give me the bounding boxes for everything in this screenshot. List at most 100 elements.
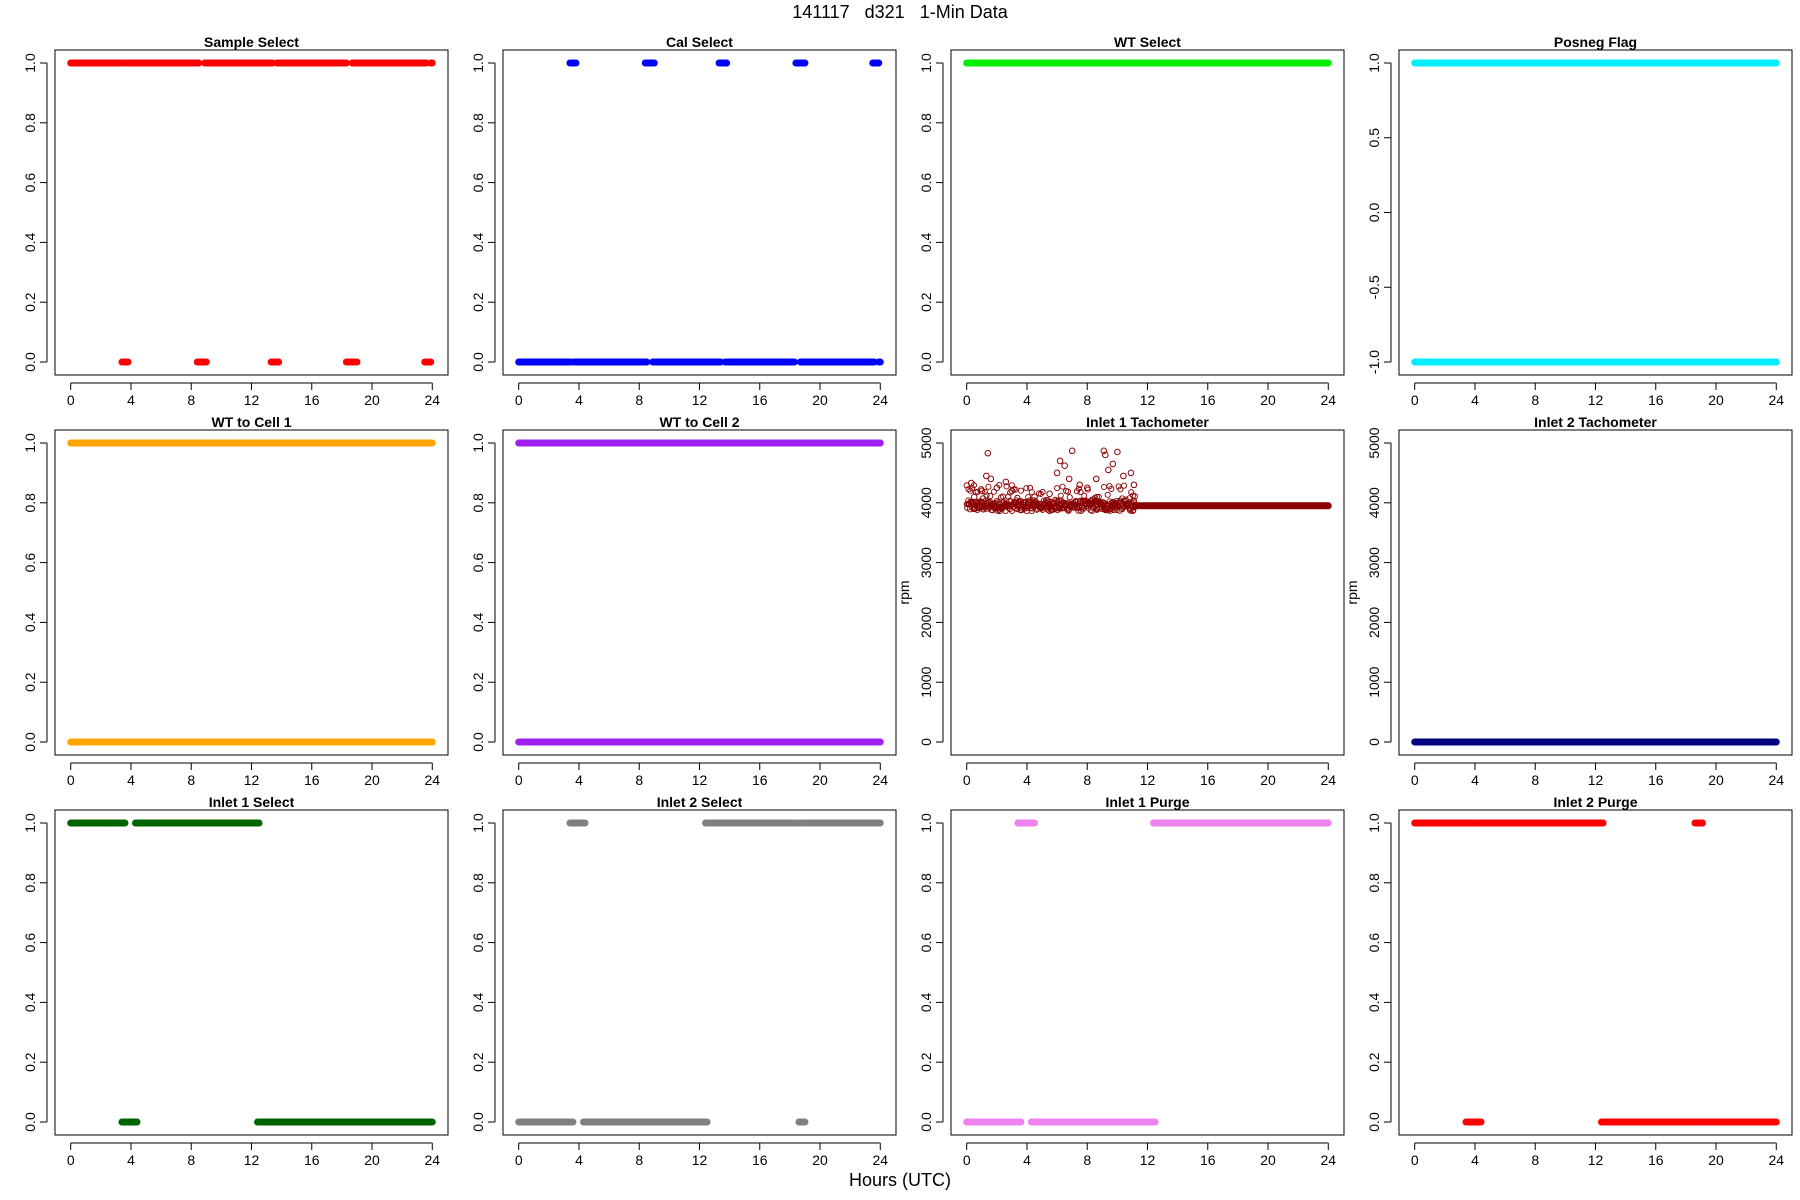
x-tick-label: 12	[1588, 772, 1604, 788]
y-tick-label: 0.4	[918, 992, 934, 1012]
plot-title: Inlet 1 Purge	[1105, 794, 1189, 810]
x-tick-label: 4	[127, 772, 135, 788]
plot-title: WT Select	[1114, 34, 1181, 50]
x-tick-label: 0	[67, 772, 75, 788]
panel-cal-select: Cal Select 0 4 8 12 16 20 24 0.0 0.2 0.4 0.6 0.8 1.0	[470, 34, 897, 408]
plot-title: Inlet 2 Purge	[1553, 794, 1637, 810]
data-point-spike	[1065, 475, 1073, 483]
panel-inlet-2-purge: Inlet 2 Purge 0 4 8 12 16 20 24 0.0 0.2 0.4 0.6 0.8 1…	[1366, 794, 1793, 1168]
x-tick-label: 20	[1708, 1152, 1724, 1168]
x-tick-label: 16	[1648, 392, 1664, 408]
y-tick-label: 1000	[1366, 666, 1382, 697]
y-tick-label: 0.0	[470, 732, 486, 752]
x-tick-label: 16	[752, 392, 768, 408]
y-tick-label: 5000	[1366, 427, 1382, 458]
x-tick-label: 4	[1471, 1152, 1479, 1168]
data-point-spike	[1120, 472, 1127, 480]
y-tick-label: 0.0	[22, 352, 38, 372]
plot-frame	[950, 429, 1345, 756]
plot-title: Inlet 1 Select	[209, 794, 295, 810]
data-point-spike	[1002, 478, 1010, 486]
data-point	[1124, 500, 1131, 507]
data-point	[994, 499, 1001, 506]
y-tick-label: 5000	[918, 427, 934, 458]
x-tick-label: 8	[187, 772, 195, 788]
y-axis-label: rpm	[1344, 580, 1360, 604]
y-tick-label: 0.5	[1366, 128, 1382, 148]
plot-frame	[1398, 429, 1793, 756]
y-tick-label: 0.2	[22, 1052, 38, 1072]
x-tick-label: 8	[635, 392, 643, 408]
data-point	[999, 493, 1006, 500]
data-point	[1095, 493, 1102, 500]
data-point	[1081, 492, 1088, 499]
x-tick-label: 24	[1320, 392, 1336, 408]
x-tick-label: 16	[1648, 772, 1664, 788]
y-tick-label: 2000	[1366, 607, 1382, 638]
y-tick-label: 0.8	[470, 873, 486, 893]
plot-frame	[54, 429, 449, 756]
data-point-spike	[984, 449, 992, 457]
plot-title: WT to Cell 1	[211, 414, 291, 430]
x-tick-label: 8	[1083, 772, 1091, 788]
y-tick-label: 3000	[918, 547, 934, 578]
x-tick-label: 4	[1471, 392, 1479, 408]
x-tick-label: 4	[575, 772, 583, 788]
data-point	[1075, 507, 1082, 514]
x-tick-label: 12	[692, 772, 708, 788]
plot-title: Cal Select	[666, 34, 733, 50]
data-point	[1120, 482, 1128, 489]
y-tick-label: 1.0	[22, 813, 38, 833]
x-tick-label: 16	[1648, 1152, 1664, 1168]
y-tick-label: 0.4	[22, 232, 38, 252]
data-point	[1070, 499, 1077, 506]
data-point	[1026, 497, 1033, 504]
y-tick-label: 0.6	[22, 173, 38, 193]
x-tick-label: 12	[244, 1152, 260, 1168]
y-tick-label: 0.4	[22, 612, 38, 632]
y-tick-label: 0.0	[22, 732, 38, 752]
data-point	[1104, 491, 1111, 498]
y-tick-label: 3000	[1366, 547, 1382, 578]
data-point-spike	[1046, 490, 1053, 498]
data-point	[1061, 501, 1068, 508]
x-tick-label: 8	[635, 772, 643, 788]
x-tick-label: 8	[1531, 772, 1539, 788]
data-point	[1052, 496, 1059, 503]
data-point	[1101, 483, 1108, 491]
data-point-spike	[1102, 451, 1109, 459]
y-tick-label: 0.4	[470, 612, 486, 632]
panel-wt-select: WT Select 0 4 8 12 16 20 24 0.0 0.2 0.4 0.6 0.8 1.0	[918, 34, 1345, 408]
x-tick-label: 20	[1260, 1152, 1276, 1168]
data-point	[1039, 488, 1046, 496]
data-point	[1131, 501, 1138, 508]
data-point	[1057, 492, 1064, 499]
x-tick-label: 8	[1083, 392, 1091, 408]
data-point	[1117, 486, 1124, 493]
y-tick-label: 0.4	[1366, 992, 1382, 1012]
data-point	[1023, 485, 1030, 492]
data-point-spike	[1053, 469, 1061, 477]
panel-inlet-2-select: Inlet 2 Select 0 4 8 12 16 20 24 0.0 0.2 0.4 0.6 0.8…	[470, 794, 897, 1168]
y-tick-label: 1.0	[470, 433, 486, 453]
data-point	[1064, 488, 1072, 495]
data-point	[983, 492, 990, 499]
data-point-spike	[1109, 460, 1117, 468]
y-tick-label: 1.0	[918, 53, 934, 73]
x-tick-label: 4	[575, 1152, 583, 1168]
x-tick-label: 16	[304, 1152, 320, 1168]
data-point	[1059, 483, 1066, 490]
plot-title: Posneg Flag	[1554, 34, 1637, 50]
data-point-spike	[983, 472, 990, 480]
x-tick-label: 20	[364, 772, 380, 788]
y-tick-label: 0.4	[918, 232, 934, 252]
y-tick-label: 1.0	[470, 813, 486, 833]
x-tick-label: 4	[127, 1152, 135, 1168]
plot-frame	[54, 809, 449, 1136]
data-point	[1066, 494, 1073, 501]
plot-frame	[54, 49, 449, 376]
data-point-spike	[1114, 448, 1121, 456]
data-point	[1007, 489, 1014, 496]
y-tick-label: 0.0	[1366, 203, 1382, 223]
data-point-spike	[967, 479, 975, 487]
